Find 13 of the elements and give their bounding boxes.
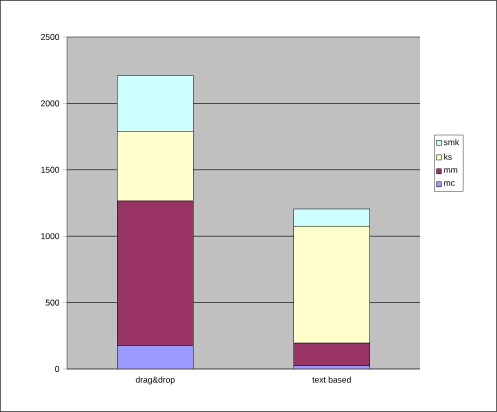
y-tick-label: 1500: [41, 166, 60, 173]
x-tick-label: text based: [312, 376, 351, 383]
legend-label: smk: [444, 138, 460, 146]
y-tick-label: 500: [46, 300, 60, 306]
x-tick-label: drag&drop: [136, 376, 175, 384]
y-tick-label: 2000: [41, 100, 60, 106]
legend-label: mm: [444, 168, 458, 173]
bar: [117, 346, 194, 369]
y-tick-label: 0: [55, 366, 60, 372]
y-tick-label: 2500: [41, 34, 60, 40]
y-tick-label: 1000: [41, 233, 60, 240]
legend-label: mc: [444, 181, 455, 186]
legend-label: ks: [444, 154, 452, 160]
